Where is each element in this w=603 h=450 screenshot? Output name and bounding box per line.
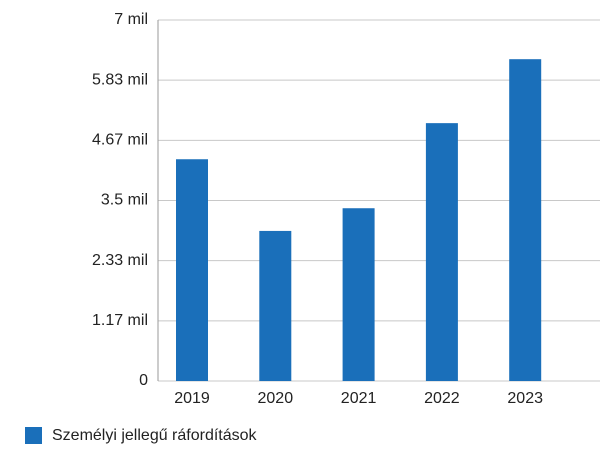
x-tick-label: 2021 — [341, 390, 377, 407]
x-tick-label: 2023 — [507, 390, 543, 407]
bar — [509, 59, 542, 382]
legend-swatch — [25, 427, 42, 444]
bar — [425, 123, 458, 382]
y-tick-label: 5.83 mil — [92, 71, 148, 88]
y-tick-label: 4.67 mil — [92, 132, 148, 149]
x-tick-label: 2019 — [174, 390, 210, 407]
bar — [342, 208, 375, 381]
bar — [259, 230, 292, 381]
y-tick-label: 0 — [139, 372, 148, 389]
y-tick-label: 7 mil — [114, 11, 148, 28]
x-tick-label: 2020 — [258, 390, 294, 407]
y-tick-label: 2.33 mil — [92, 252, 148, 269]
legend-label: Személyi jellegű ráfordítások — [52, 427, 258, 444]
y-tick-label: 3.5 mil — [101, 192, 148, 209]
x-tick-label: 2022 — [424, 390, 460, 407]
bar — [176, 159, 208, 381]
y-tick-label: 1.17 mil — [92, 312, 148, 329]
